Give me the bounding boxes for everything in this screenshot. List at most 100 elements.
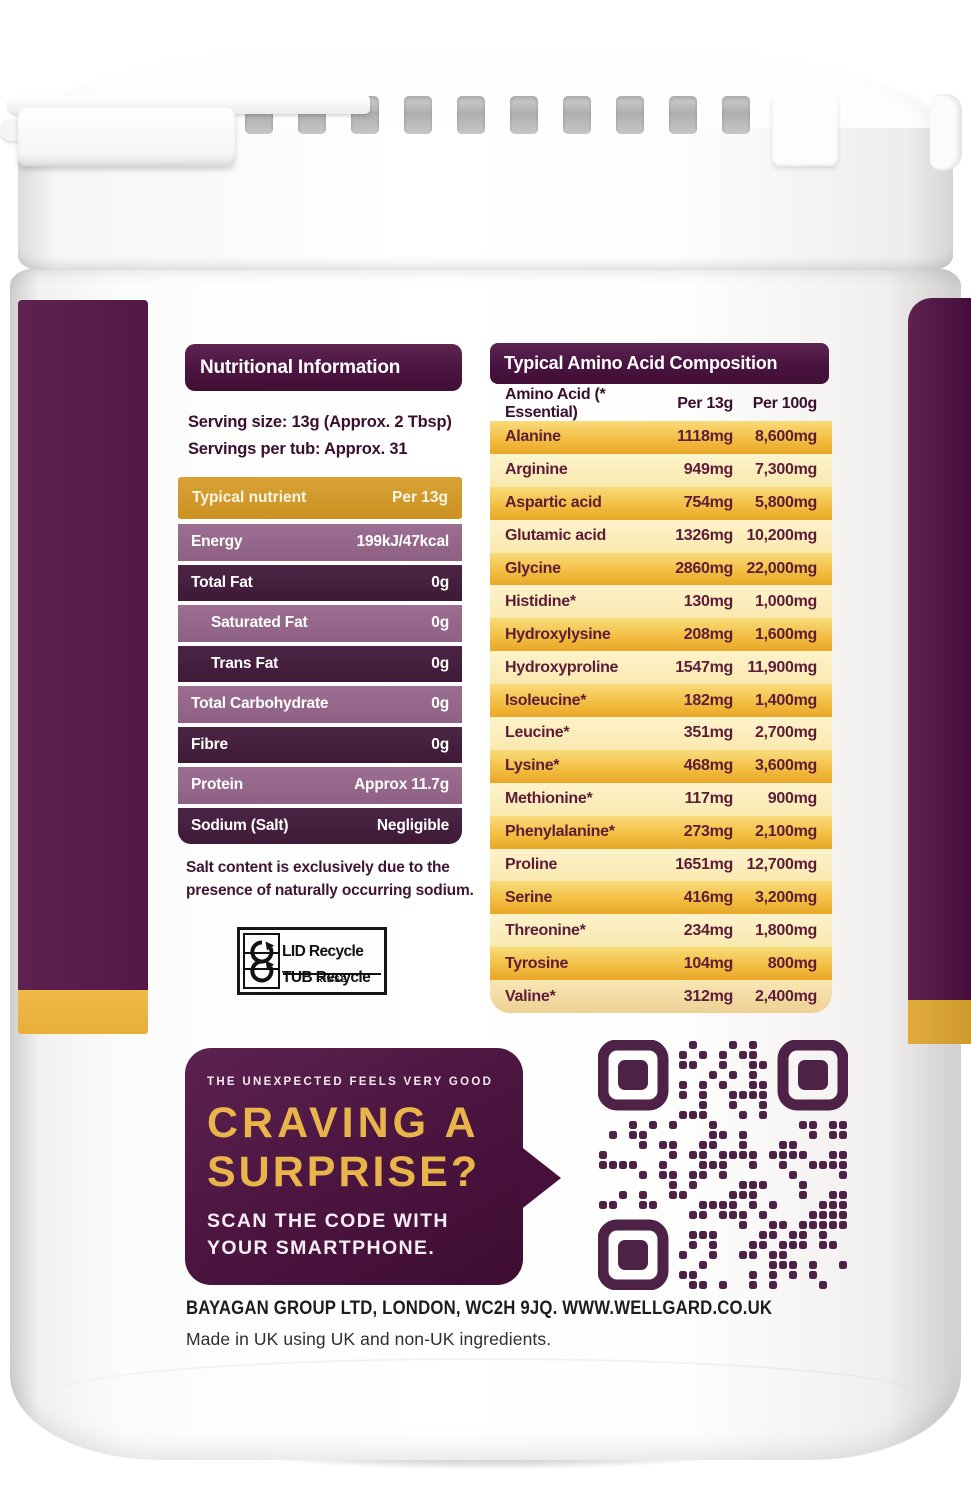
amino-name: Leucine* [505, 724, 570, 742]
amino-name: Hydroxylysine [505, 625, 611, 643]
amino-name: Isoleucine* [505, 691, 587, 709]
amino-per13g: 351mg [683, 724, 734, 742]
amino-acid-row: Methionine* 117mg 900mg [490, 782, 832, 816]
nutrient-label: Trans Fat [211, 654, 279, 672]
amino-per100g: 1,600mg [755, 625, 817, 643]
amino-acid-row: Tyrosine 104mg 800mg [490, 947, 832, 981]
amino-name: Serine [505, 888, 553, 906]
label-gold-stripe-right [908, 1000, 971, 1044]
nutrition-row: Total Fat 0g [178, 564, 462, 601]
lid-ridge-slot [510, 96, 538, 134]
amino-acid-row: Serine 416mg 3,200mg [490, 881, 832, 915]
amino-per100g: 22,000mg [746, 560, 817, 577]
recycle-divider [283, 973, 381, 975]
amino-name: Proline [505, 856, 558, 874]
amino-title-text: Typical Amino Acid Composition [504, 353, 778, 373]
nutrition-row: Energy 199kJ/47kcal [178, 524, 462, 561]
lid-ridge-slot [616, 96, 644, 134]
amino-acid-row: Alanine 1118mg 8,600mg [490, 421, 832, 454]
nutrition-table-header: Typical nutrient Per 13g [178, 477, 462, 519]
recycle-arrow-icon [243, 952, 280, 990]
amino-col-per100g: Per 100g [752, 395, 818, 412]
servings-per-tub-text: Servings per tub: Approx. 31 [188, 439, 408, 458]
nutrient-value: 0g [431, 573, 449, 591]
amino-per100g: 10,200mg [746, 527, 817, 545]
nutrient-value: 0g [431, 654, 449, 672]
amino-acid-row: Glutamic acid 1326mg 10,200mg [490, 519, 832, 553]
amino-acid-row: Glycine 2860mg 22,000mg [490, 552, 832, 586]
qr-code [597, 1039, 849, 1291]
label-purple-band-right [908, 298, 971, 1000]
amino-acid-row: Threonine* 234mg 1,800mg [490, 914, 832, 948]
amino-per13g: 1326mg [675, 527, 733, 545]
amino-name: Alanine [505, 428, 561, 446]
amino-panel-title: Typical Amino Acid Composition [490, 343, 829, 384]
amino-per100g: 800mg [767, 954, 818, 972]
amino-acid-row: Histidine* 130mg 1,000mg [490, 585, 832, 619]
amino-acid-row: Leucine* 351mg 2,700mg [490, 717, 832, 750]
amino-per100g: 1,000mg [755, 592, 817, 610]
amino-per100g: 900mg [767, 790, 818, 808]
lid-ridge-slot [563, 96, 591, 134]
amino-per13g: 312mg [683, 987, 734, 1005]
nutrient-label: Total Carbohydrate [191, 695, 329, 713]
nutrient-value: 0g [431, 735, 449, 753]
nutrient-label: Protein [191, 776, 243, 794]
amino-name: Glycine [505, 560, 561, 577]
nutrient-label: Sodium (Salt) [191, 816, 289, 834]
amino-name: Tyrosine [505, 954, 569, 972]
nutrition-row: Fibre 0g [178, 726, 462, 763]
promo-tagline: THE UNEXPECTED FEELS VERY GOOD [207, 1076, 494, 1088]
amino-per13g: 754mg [683, 494, 734, 512]
recycle-info-block: LID Recycle RINSE TUB Recycle [237, 927, 387, 996]
nutrition-row: Sodium (Salt) Negligible [178, 807, 462, 844]
nutrition-title-text: Nutritional Information [200, 356, 401, 378]
tub-lid-flip-tab [18, 108, 235, 166]
amino-per13g: 182mg [683, 691, 734, 709]
amino-per100g: 1,400mg [755, 691, 817, 709]
lid-ridge-slot [404, 96, 432, 134]
amino-per100g: 11,900mg [747, 658, 817, 676]
recycle-lid-label: LID Recycle [282, 942, 364, 960]
amino-name: Phenylalanine* [505, 823, 615, 841]
amino-name: Threonine* [505, 921, 586, 939]
tub-lid-ridge-endblock [772, 92, 838, 166]
promo-headline-line2: SURPRISE? [207, 1147, 481, 1196]
amino-per100g: 5,800mg [755, 494, 817, 512]
nutrition-header-nutrient: Typical nutrient [192, 489, 307, 506]
recycle-tub-label: TUB Recycle [282, 968, 371, 986]
nutrition-row: Saturated Fat 0g [178, 605, 462, 642]
amino-column-headers: Amino Acid (* Essential) Per 13g Per 100… [490, 386, 832, 421]
amino-acid-row: Isoleucine* 182mg 1,400mg [490, 684, 832, 718]
promo-headline-line1: CRAVING A [207, 1099, 480, 1147]
amino-acid-row: Arginine 949mg 7,300mg [490, 453, 832, 487]
amino-per13g: 416mg [683, 888, 734, 906]
nutrient-value: Negligible [376, 816, 449, 834]
amino-col-per13g: Per 13g [677, 395, 733, 412]
speech-bubble-tail [519, 1145, 561, 1211]
amino-name: Valine* [505, 987, 556, 1005]
amino-per100g: 2,400mg [755, 987, 817, 1005]
amino-acid-row: Proline 1651mg 12,700mg [490, 848, 832, 882]
amino-per13g: 130mg [683, 592, 734, 610]
serving-size-text: Serving size: 13g (Approx. 2 Tbsp) [188, 413, 452, 431]
promo-cta-line1: SCAN THE CODE WITH [207, 1210, 449, 1233]
amino-col-name: Amino Acid (* Essential) [505, 386, 606, 421]
amino-per100g: 3,600mg [755, 757, 817, 775]
label-gold-stripe-left [18, 990, 148, 1034]
amino-per100g: 3,200mg [755, 888, 817, 906]
amino-acid-row: Hydroxyproline 1547mg 11,900mg [490, 651, 832, 685]
serving-info: Serving size: 13g (Approx. 2 Tbsp) Servi… [188, 409, 473, 462]
amino-per100g: 12,700mg [746, 856, 817, 874]
nutrient-label: Fibre [191, 735, 228, 753]
nutrition-row: Total Carbohydrate 0g [178, 686, 462, 723]
nutrient-label: Energy [191, 533, 243, 551]
tub-bottom-seam [55, 1358, 915, 1430]
nutrition-row: Trans Fat 0g [178, 645, 462, 682]
amino-acid-row: Hydroxylysine 208mg 1,600mg [490, 618, 832, 652]
tub-lid-ridges [243, 94, 777, 136]
amino-per13g: 2860mg [675, 560, 733, 577]
promo-cta: SCAN THE CODE WITH YOUR SMARTPHONE. [207, 1208, 501, 1263]
amino-per13g: 234mg [683, 921, 734, 939]
